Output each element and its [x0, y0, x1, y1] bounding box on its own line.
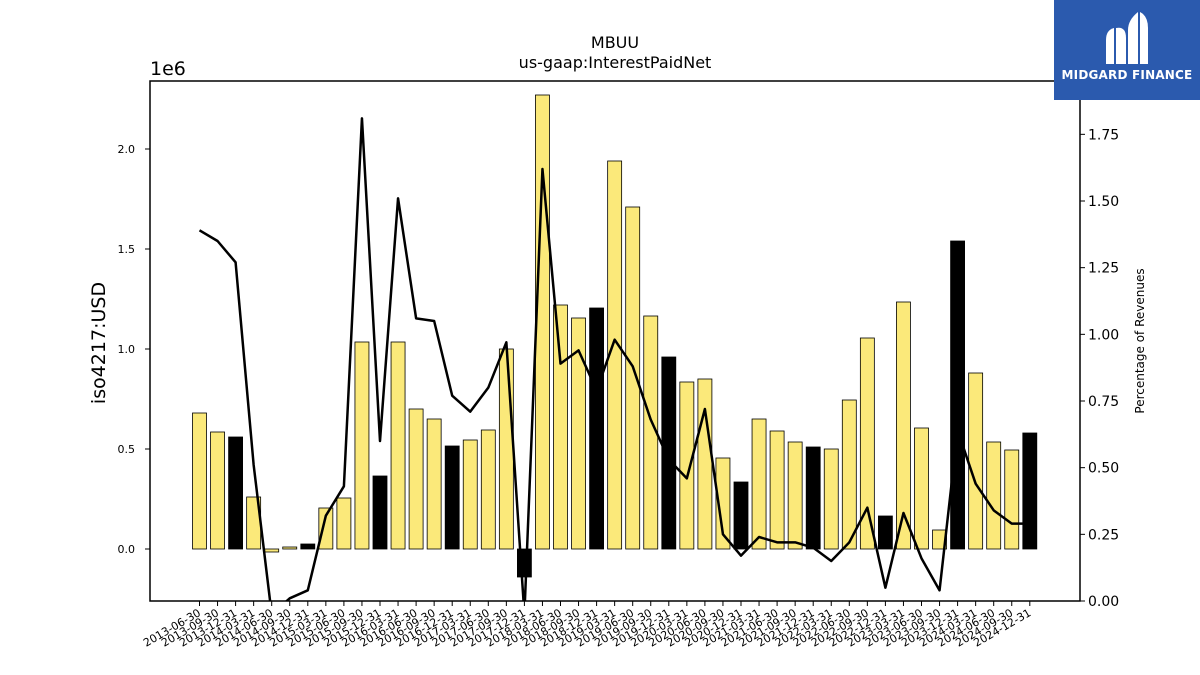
- bar: [986, 441, 1002, 550]
- y-tick-label: 0.5: [118, 443, 136, 456]
- bar: [571, 317, 586, 550]
- bar: [228, 436, 244, 550]
- midgard-finance-logo: MIDGARD FINANCE: [1054, 0, 1200, 100]
- logo-mark-icon: [1106, 12, 1148, 64]
- y2-tick-label: 0.25: [1088, 527, 1119, 543]
- bar: [1022, 432, 1038, 550]
- bar: [553, 304, 568, 550]
- y2-tick-label: 0.00: [1088, 594, 1119, 610]
- y-axis-label: iso4217:USD: [88, 282, 110, 404]
- bar: [462, 439, 478, 550]
- bar: [787, 441, 803, 550]
- bar: [408, 408, 424, 550]
- bar: [841, 399, 857, 550]
- bar: [318, 507, 334, 550]
- y-tick-label: 0.0: [118, 543, 136, 556]
- y2-axis-label: Percentage of Revenues: [1133, 268, 1147, 413]
- bar: [805, 446, 821, 550]
- bar: [264, 548, 280, 553]
- y2-tick-label: 1.75: [1088, 127, 1119, 143]
- bar: [192, 412, 207, 550]
- bar: [769, 430, 785, 550]
- bar: [535, 94, 550, 550]
- bar: [480, 429, 496, 550]
- bar: [823, 448, 839, 550]
- bar: [300, 543, 316, 550]
- y2-tick-label: 0.50: [1088, 461, 1119, 477]
- bar: [607, 160, 623, 550]
- bar: [498, 348, 514, 550]
- y2-tick-label: 1.50: [1088, 194, 1119, 210]
- y-tick-label: 1.5: [118, 243, 136, 256]
- chart-title: MBUU: [591, 33, 639, 52]
- y-offset-text: 1e6: [150, 58, 186, 80]
- bar: [679, 381, 695, 550]
- bar: [914, 427, 929, 550]
- logo-text: MIDGARD FINANCE: [1061, 68, 1193, 82]
- bar: [896, 301, 911, 550]
- bar: [354, 341, 370, 550]
- chart-subtitle: us-gaap:InterestPaidNet: [519, 53, 712, 72]
- bar: [859, 337, 875, 550]
- bar: [210, 431, 225, 550]
- bar: [733, 481, 749, 550]
- y-tick-label: 1.0: [118, 343, 136, 356]
- bar: [282, 546, 298, 550]
- bar: [426, 418, 442, 550]
- bar: [968, 372, 984, 550]
- bar: [625, 206, 641, 550]
- bar: [950, 240, 965, 550]
- bar: [390, 341, 406, 550]
- y2-tick-label: 0.75: [1088, 394, 1119, 410]
- bar: [336, 497, 352, 550]
- bar: [1004, 449, 1020, 550]
- bar: [715, 457, 731, 550]
- bar: [589, 307, 604, 550]
- bar: [444, 445, 460, 550]
- bar: [372, 475, 388, 550]
- bar: [697, 378, 713, 550]
- y-tick-label: 2.0: [118, 143, 136, 156]
- y2-tick-label: 1.25: [1088, 261, 1119, 277]
- y2-tick-label: 1.00: [1088, 327, 1119, 343]
- bar: [932, 529, 947, 550]
- revenue-percentage-line: [198, 117, 1030, 601]
- bar: [878, 515, 893, 550]
- bar: [751, 418, 767, 550]
- bar: [661, 356, 677, 550]
